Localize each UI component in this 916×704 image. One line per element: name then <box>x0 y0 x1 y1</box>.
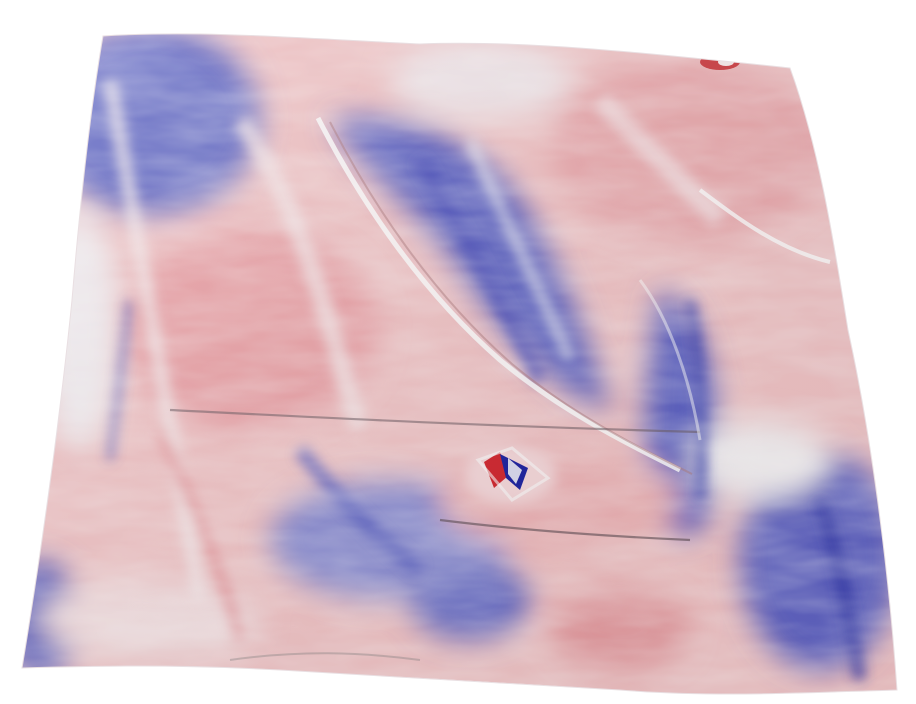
surface-outline <box>21 33 898 695</box>
